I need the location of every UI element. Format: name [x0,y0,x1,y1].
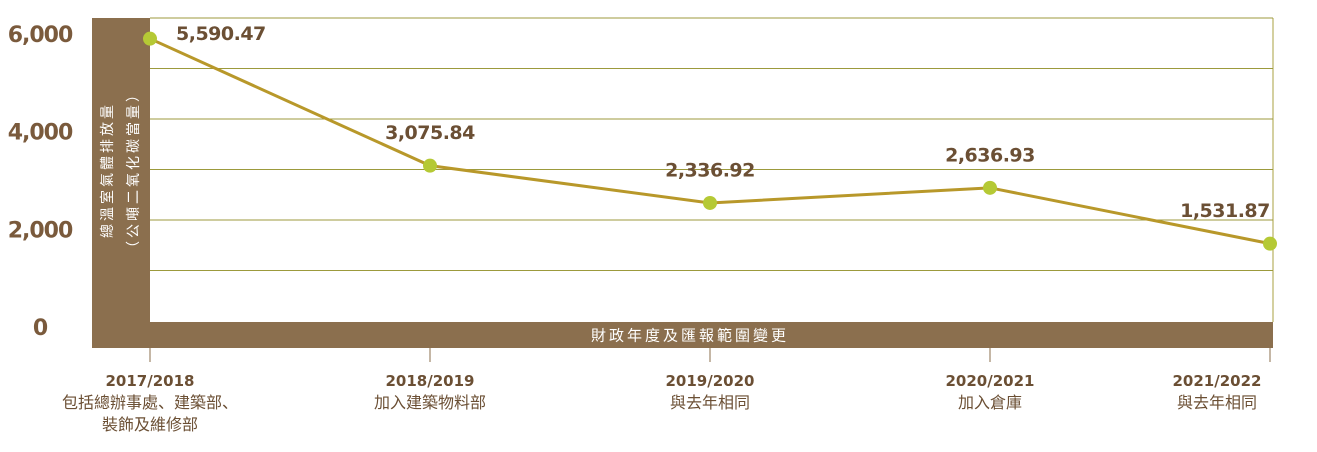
category: 2020/2021 [945,372,1035,390]
point [1263,236,1277,251]
y-tick-label: 0 [33,316,48,341]
category-note: 包括總辦事處、建築部、裝飾及維修部 [61,393,238,434]
x-tick-label: 2017/2018 包括總辦事處、建築部、裝飾及維修部 [60,370,240,436]
y-axis-label-line: （公噸二氧化碳當量） [126,85,142,255]
x-tick-label: 2019/2020 與去年相同 [610,370,810,414]
y-tick-label: 4,000 [8,121,73,146]
category-note: 加入倉庫 [957,393,1022,412]
category-note: 與去年相同 [669,393,750,412]
line [149,37,1271,246]
point [983,180,997,195]
category: 2018/2019 [385,372,475,390]
x-tick-label: 2020/2021 加入倉庫 [890,370,1090,414]
data-label: 3,075.84 [385,122,475,144]
y-axis-band [92,18,150,348]
category-note: 加入建築物料部 [373,393,486,412]
data-label: 2,636.93 [945,144,1035,166]
data-label: 5,590.47 [176,23,266,45]
y-tick-label: 6,000 [8,23,73,48]
category: 2019/2020 [665,372,755,390]
x-axis-band [92,322,1273,348]
category: 2021/2022 [1172,372,1262,390]
point [703,195,717,210]
data-label: 2,336.92 [665,159,755,181]
category-note: 與去年相同 [1176,393,1257,412]
y-axis-label-line: 總溫室氣體排放量 [100,102,116,238]
x-axis-label: 財政年度及匯報範圍變更 [591,327,789,345]
x-tick-label: 2018/2019 加入建築物料部 [330,370,530,414]
point [423,158,437,173]
x-tick-label: 2021/2022 與去年相同 [1117,370,1317,414]
data-label: 1,531.87 [1180,200,1270,222]
category: 2017/2018 [105,372,195,390]
point [143,31,157,46]
y-axis-label: 總溫室氣體排放量 （公噸二氧化碳當量） [95,50,147,290]
y-tick-label: 2,000 [8,218,73,243]
